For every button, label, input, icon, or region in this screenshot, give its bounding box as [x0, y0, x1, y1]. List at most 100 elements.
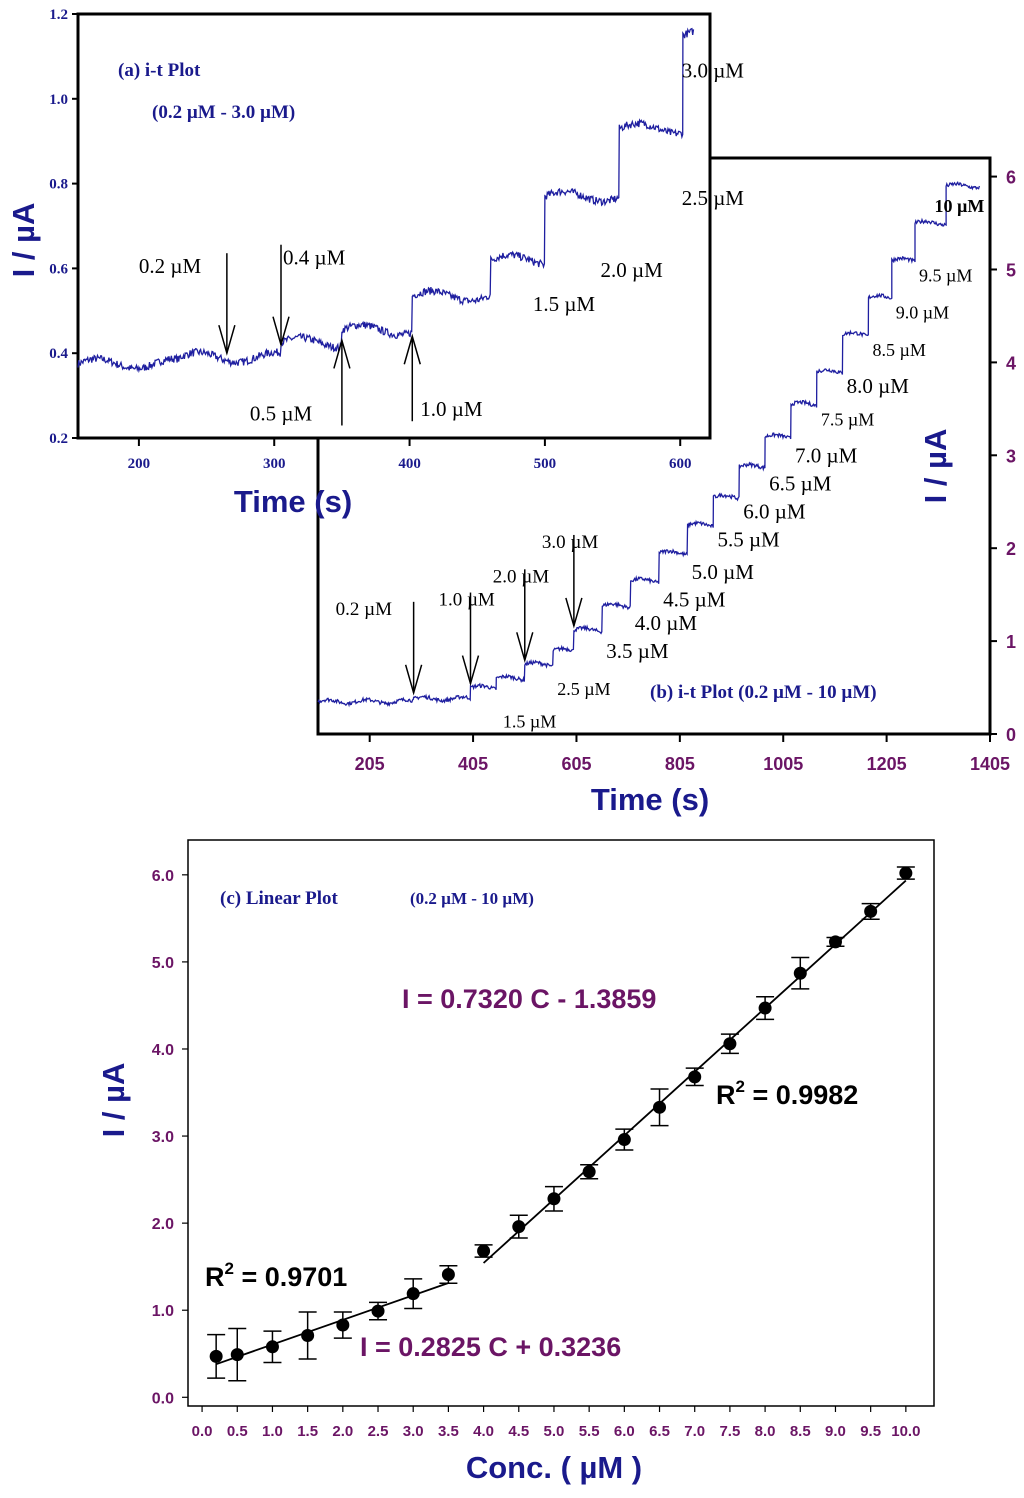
panel-b-annotation: 5.0 µM — [692, 560, 755, 584]
panel-b-annotation: 1.0 µM — [438, 590, 494, 611]
panel-a-annotation: 1.0 µM — [420, 397, 483, 421]
panel-b-trace — [317, 180, 981, 708]
panel-c-ylabel: I / µA — [96, 1063, 131, 1138]
panel-b-ytick-label: 1 — [1006, 632, 1016, 652]
panel-c-points — [207, 866, 915, 1382]
panel-a-current-trace — [77, 27, 695, 374]
panel-a-ytick-label: 1.2 — [49, 7, 68, 23]
panel-a-subtitle: (0.2 µM - 3.0 µM) — [152, 102, 295, 123]
panel-b-arrowhead — [404, 664, 423, 696]
panel-a-annotation: 0.4 µM — [283, 246, 346, 270]
panel-c-ytick-label: 5.0 — [152, 955, 174, 972]
data-point — [441, 1268, 455, 1282]
panel-c-linear-plot: 0.0 0.5 1.0 1.5 2.0 2.5 3.0 3.5 4.0 4.5 5.0 5.5 6.0 6… — [96, 839, 935, 1485]
panel-b-annotation: 2.0 µM — [493, 566, 549, 587]
panel-c-ytick-label: 4.0 — [152, 1042, 174, 1059]
data-point — [301, 1328, 315, 1342]
data-point — [336, 1318, 350, 1332]
data-point — [265, 1340, 279, 1354]
panel-b-ytick-label: 2 — [1006, 539, 1016, 559]
panel-c-ytick-label: 2.0 — [152, 1216, 174, 1233]
panel-c-xtick-label: 5.0 — [544, 1423, 565, 1440]
panel-b-xtick-label: 205 — [355, 754, 385, 774]
panel-c-ytick-label: 6.0 — [152, 868, 174, 885]
panel-a-ytick-label: 0.4 — [49, 346, 68, 362]
panel-b-annotation: 3.5 µM — [606, 639, 669, 663]
data-point — [477, 1244, 491, 1258]
panel-b-annotation: 7.0 µM — [795, 444, 858, 468]
panel-c-xtick-label: 9.5 — [860, 1423, 881, 1440]
panel-c-xtick-label: 7.5 — [719, 1423, 740, 1440]
panel-b-xtick-label: 1005 — [763, 754, 803, 774]
data-point — [406, 1287, 420, 1301]
panel-b-ytick-label: 5 — [1006, 260, 1016, 280]
panel-a-xtick-label: 600 — [669, 456, 692, 472]
panel-c-xtick-label: 10.0 — [891, 1423, 920, 1440]
panel-b-ytick-label: 0 — [1006, 725, 1016, 745]
panel-c-ticks: 0.0 0.5 1.0 1.5 2.0 2.5 3.0 3.5 4.0 4.5 5.0 5.5 6.0 6… — [152, 868, 921, 1440]
panel-b-annotation: 8.5 µM — [873, 340, 926, 360]
panel-a-xtick-label: 300 — [263, 456, 286, 472]
panel-a-trace — [77, 27, 695, 374]
panel-a-annotation: 2.0 µM — [600, 258, 663, 282]
panel-b-label: (b) i-t Plot (0.2 µM - 10 µM) — [650, 682, 877, 703]
data-point — [371, 1304, 385, 1318]
panel-c-xtick-label: 0.0 — [192, 1423, 213, 1440]
panel-c-plot-frame — [187, 839, 935, 1407]
panel-a-arrowhead — [403, 333, 421, 365]
panel-c-ytick-label: 0.0 — [152, 1390, 174, 1407]
fit-r2-high: R2 = 0.9982 — [716, 1077, 858, 1110]
panel-b-annotations: 0.2 µM 1.0 µM2.0 µM3.0 µM1.5 µM2.5 µM3.5 … — [336, 196, 985, 732]
panel-b-xtick-label: 605 — [561, 754, 591, 774]
panel-a-annotations: 0.2 µM 0.4 µM 0.5 µM 1.0 µM 1.5 µM2.0 µM 2.5 … — [139, 59, 744, 426]
panel-c-xtick-label: 8.0 — [755, 1423, 776, 1440]
panel-b-arrows — [404, 534, 583, 696]
panel-b-ytick-label: 6 — [1006, 168, 1016, 188]
panel-c-ytick-label: 3.0 — [152, 1129, 174, 1146]
panel-a-ytick-label: 0.8 — [49, 177, 68, 193]
panel-b-current-trace — [317, 180, 981, 708]
panel-c-xtick-label: 6.0 — [614, 1423, 635, 1440]
panel-b-ytick-label: 4 — [1006, 353, 1016, 373]
panel-c-subtitle: (0.2 µM - 10 µM) — [410, 889, 534, 908]
panel-c-xtick-label: 1.0 — [262, 1423, 283, 1440]
data-point — [582, 1165, 596, 1179]
panel-a-it-plot: 200 300 400 500 600 0.2 0.4 0.6 0.8 1.0 1.2 0.2 µM… — [6, 7, 744, 519]
data-point — [547, 1192, 561, 1206]
panel-b-annotation: 3.0 µM — [542, 532, 598, 553]
panel-b-xtick-label: 1405 — [970, 754, 1010, 774]
panel-a-ytick-label: 1.0 — [49, 92, 68, 108]
panel-b-annotation: 9.5 µM — [919, 266, 972, 286]
panel-a-arrowhead — [333, 337, 351, 369]
panel-a-ytick-label: 0.2 — [49, 431, 68, 447]
data-point — [899, 866, 913, 880]
panel-b-annotation: 4.5 µM — [663, 588, 726, 612]
panel-b-arrowhead — [565, 597, 583, 629]
data-point — [864, 904, 878, 918]
data-point — [828, 935, 842, 949]
panel-a-xtick-label: 400 — [398, 456, 421, 472]
panel-a-xlabel: Time (s) — [234, 484, 352, 519]
panel-a-annotation: 3.0 µM — [682, 59, 745, 83]
data-point — [653, 1100, 667, 1114]
fit-r2-low: R2 = 0.9701 — [205, 1259, 347, 1292]
panel-b-annotation: 6.0 µM — [743, 499, 806, 523]
panel-c-label: (c) Linear Plot — [220, 888, 339, 909]
panel-a-annotation: 0.2 µM — [139, 254, 202, 278]
panel-a-xtick-label: 500 — [534, 456, 557, 472]
panel-b-xtick-label: 405 — [458, 754, 488, 774]
data-point — [688, 1070, 702, 1084]
panel-b-annotation: 5.5 µM — [717, 527, 780, 551]
panel-b-ytick-label: 3 — [1006, 446, 1016, 466]
panel-a-ytick-label: 0.6 — [49, 261, 68, 277]
data-point — [512, 1220, 526, 1234]
fit-equation-low: I = 0.2825 C + 0.3236 — [360, 1332, 621, 1362]
panel-b-annotation: 10 µM — [935, 196, 985, 216]
panel-b-annotation: 1.5 µM — [503, 711, 556, 731]
panel-a-annotation: 1.5 µM — [533, 292, 596, 316]
panel-c-xtick-label: 4.5 — [508, 1423, 529, 1440]
panel-c-xlabel: Conc. ( µM ) — [466, 1450, 642, 1485]
panel-b-annotation: 8.0 µM — [847, 374, 910, 398]
panel-a-plot-frame — [76, 12, 712, 440]
panel-c-xtick-label: 6.5 — [649, 1423, 670, 1440]
